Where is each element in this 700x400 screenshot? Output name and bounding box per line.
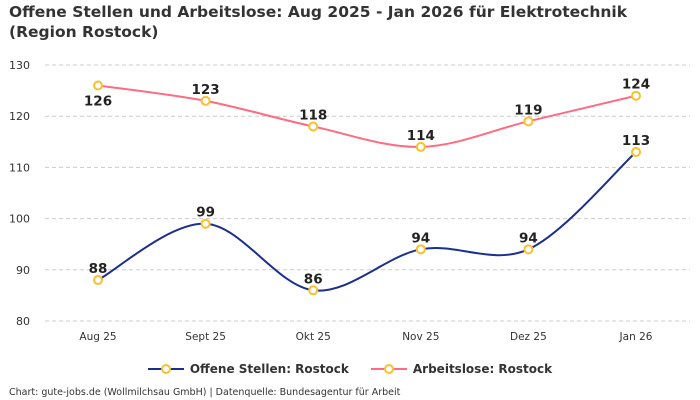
legend-label: Offene Stellen: Rostock <box>189 362 349 376</box>
legend-item[interactable]: Offene Stellen: Rostock <box>147 362 349 376</box>
x-tick-label: Okt 25 <box>296 331 331 343</box>
data-label: 114 <box>407 128 435 144</box>
x-tick-label: Jan 26 <box>619 331 653 343</box>
y-tick-label: 110 <box>9 161 30 174</box>
series-line <box>97 84 637 148</box>
data-label: 94 <box>519 230 538 246</box>
data-label: 126 <box>84 93 112 109</box>
data-point <box>308 285 319 296</box>
line-chart: 80 90 100 110 120 130 Aug 25 Sept 25 Okt 25 Nov 2… <box>9 59 690 343</box>
data-point <box>200 95 211 106</box>
data-point <box>93 80 103 91</box>
y-tick-label: 130 <box>9 59 30 72</box>
data-label: 99 <box>196 205 215 221</box>
data-point <box>631 147 641 158</box>
x-tick-label: Nov 25 <box>402 331 439 343</box>
data-point <box>631 90 641 101</box>
legend-item[interactable]: Arbeitslose: Rostock <box>370 362 553 376</box>
y-tick-label: 80 <box>16 315 30 328</box>
data-label: 124 <box>622 77 650 93</box>
data-label: 118 <box>299 107 327 123</box>
legend: Offene Stellen: Rostock Arbeitslose: Rost… <box>0 362 700 376</box>
data-point <box>308 121 319 132</box>
x-tick-label: Dez 25 <box>510 331 547 343</box>
data-label: 94 <box>411 230 430 246</box>
data-point <box>523 244 534 255</box>
legend-marker-icon <box>147 364 184 374</box>
chart-title: Offene Stellen und Arbeitslose: Aug 2025… <box>9 3 628 41</box>
data-label: 88 <box>89 261 108 277</box>
chart-source: Chart: gute-jobs.de (Wollmilchsau GmbH) … <box>9 387 401 398</box>
data-point <box>415 244 426 255</box>
x-tick-label: Aug 25 <box>79 331 116 343</box>
data-label: 86 <box>304 271 323 287</box>
y-tick-label: 120 <box>9 110 30 123</box>
x-tick-label: Sept 25 <box>185 331 226 343</box>
y-tick-label: 100 <box>9 213 30 226</box>
data-point <box>93 275 103 286</box>
legend-label: Arbeitslose: Rostock <box>412 362 553 376</box>
data-point <box>523 116 534 127</box>
data-label: 119 <box>514 102 542 118</box>
y-tick-label: 90 <box>16 264 30 277</box>
legend-marker-icon <box>370 364 407 374</box>
data-point <box>200 218 211 229</box>
data-point <box>415 141 426 152</box>
data-label: 113 <box>622 133 650 149</box>
data-label: 123 <box>192 82 220 98</box>
series-line <box>97 151 637 292</box>
